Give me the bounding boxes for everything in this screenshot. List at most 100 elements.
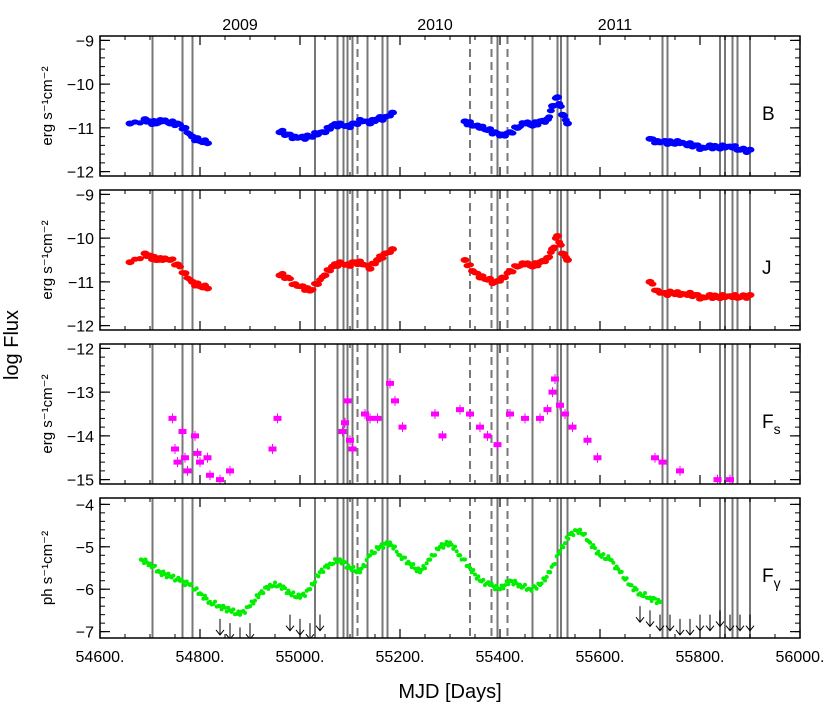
data-point xyxy=(171,573,176,578)
data-point xyxy=(648,281,657,287)
data-point xyxy=(243,610,247,615)
data-point xyxy=(654,601,659,606)
data-point xyxy=(636,592,641,597)
data-point xyxy=(266,586,271,591)
y-tick-label: −4 xyxy=(76,497,94,514)
data-point xyxy=(381,545,386,550)
data-point xyxy=(536,581,541,586)
y-tick-label: −11 xyxy=(68,275,94,292)
data-point xyxy=(351,564,356,569)
data-point xyxy=(550,244,559,250)
data-point xyxy=(511,582,516,587)
data-point xyxy=(416,566,421,571)
data-point xyxy=(146,563,151,568)
upper-limit-head xyxy=(705,625,715,632)
data-point xyxy=(186,581,191,586)
data-point xyxy=(561,545,566,550)
data-point xyxy=(373,550,377,555)
data-point xyxy=(389,543,394,548)
data-point xyxy=(316,574,321,579)
data-point xyxy=(576,530,581,535)
data-point xyxy=(308,134,317,140)
data-point xyxy=(546,249,555,255)
panel-frame-Fgamma xyxy=(99,497,801,639)
series-Fs xyxy=(168,374,734,484)
upper-limit-head xyxy=(236,638,244,643)
data-point xyxy=(371,261,379,267)
y-tick-label: −12 xyxy=(67,165,94,182)
panel-ylabel-Fs: erg s⁻¹cm⁻² xyxy=(39,374,56,453)
data-point xyxy=(237,612,243,617)
data-point xyxy=(439,542,444,547)
data-point xyxy=(386,543,391,548)
data-point xyxy=(509,579,514,584)
y-tick-label: −9 xyxy=(76,187,94,204)
data-point xyxy=(539,581,544,586)
data-point xyxy=(278,270,287,277)
data-point xyxy=(346,124,354,131)
data-point xyxy=(456,553,461,558)
data-point xyxy=(545,254,554,260)
y-tick-label: −10 xyxy=(67,77,94,94)
data-point xyxy=(301,136,309,142)
data-point xyxy=(193,280,202,286)
panel-Fgamma: −4 −5 −6 −7 ph s⁻¹cm⁻² Fγ xyxy=(39,497,801,643)
data-point xyxy=(560,113,569,119)
data-point xyxy=(223,605,227,610)
data-point xyxy=(204,596,209,601)
data-point xyxy=(556,103,565,110)
data-point xyxy=(386,113,394,119)
data-point xyxy=(296,283,304,290)
data-point xyxy=(503,583,507,588)
data-point xyxy=(629,583,634,588)
data-point xyxy=(176,121,184,128)
data-point xyxy=(144,118,153,124)
data-point xyxy=(159,573,164,578)
data-point xyxy=(308,287,317,293)
data-point xyxy=(486,580,491,585)
year-label: 2009 xyxy=(222,17,258,34)
upper-limit-head xyxy=(655,625,665,632)
data-point xyxy=(231,607,236,612)
year-label: 2011 xyxy=(598,17,633,34)
data-point xyxy=(545,114,554,120)
data-point xyxy=(666,288,674,294)
data-point xyxy=(318,129,327,135)
x-tick-label: 55200. xyxy=(376,649,425,666)
data-point xyxy=(686,289,694,295)
data-point xyxy=(256,595,261,600)
data-point xyxy=(544,574,549,579)
data-point xyxy=(501,586,506,591)
upper-limit-head xyxy=(725,625,735,632)
data-point xyxy=(541,119,549,125)
data-point xyxy=(136,256,144,262)
data-point xyxy=(557,548,563,554)
data-point xyxy=(273,580,277,585)
data-point xyxy=(349,568,354,573)
data-point xyxy=(611,560,616,565)
data-point xyxy=(206,600,211,605)
event-lines-J xyxy=(151,190,751,330)
panels-layer: −9 −10 −11 −12 erg s⁻¹cm⁻² B −9 −10 −11 −12 erg s⁻… xyxy=(39,33,801,643)
data-point xyxy=(533,263,542,269)
data-point xyxy=(648,136,657,142)
data-point xyxy=(363,564,367,569)
data-point xyxy=(686,140,694,146)
data-point xyxy=(473,572,477,577)
data-point xyxy=(386,249,394,255)
data-point xyxy=(357,570,363,575)
data-point xyxy=(283,586,287,591)
data-point xyxy=(201,596,206,601)
upper-limit-head xyxy=(715,621,725,628)
data-point xyxy=(379,542,384,547)
event-lines-Fgamma xyxy=(151,498,751,638)
x-tick-labels-layer: 54600. 54800. 55000. 55200. 55400. 55600. 5580… xyxy=(76,649,825,666)
data-point xyxy=(453,544,457,549)
data-point xyxy=(716,146,724,152)
data-point xyxy=(514,581,519,586)
data-point xyxy=(168,118,177,124)
upper-limit-head xyxy=(635,616,645,623)
data-point xyxy=(563,541,567,546)
upper-limit-head xyxy=(665,625,675,632)
panel-ylabel-J: erg s⁻¹cm⁻² xyxy=(39,220,56,299)
